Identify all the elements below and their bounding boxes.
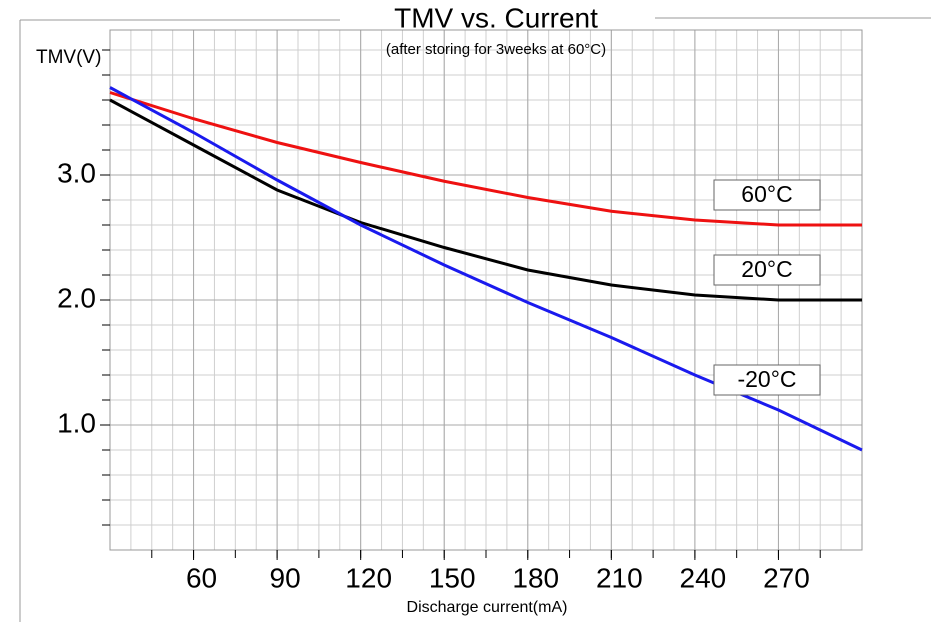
series-label-box (713, 364, 821, 396)
series-label-box (713, 254, 821, 286)
series-label: 20°C (741, 256, 792, 282)
series-line (109, 98, 862, 302)
grid (110, 30, 862, 550)
chart-title: TMV vs. Current (394, 2, 598, 33)
x-tick-label: 60 (186, 562, 217, 593)
y-tick-label: 3.0 (57, 157, 96, 188)
series-line (109, 91, 862, 227)
x-tick-label: 90 (270, 562, 301, 593)
chart-subtitle: (after storing for 3weeks at 60°C) (386, 41, 606, 58)
y-tick-label: 2.0 (57, 282, 96, 313)
series-label: 60°C (741, 181, 792, 207)
x-tick-label: 270 (763, 562, 810, 593)
x-tick-label: 120 (345, 562, 392, 593)
x-tick-label: 180 (512, 562, 559, 593)
y-axis-label: TMV(V) (36, 47, 101, 68)
series-label: -20°C (737, 366, 796, 392)
x-axis-label: Discharge current(mA) (407, 599, 568, 616)
x-tick-label: 150 (429, 562, 476, 593)
y-tick-label: 1.0 (57, 407, 96, 438)
x-tick-label: 240 (680, 562, 727, 593)
series-label-box (713, 179, 821, 211)
x-tick-label: 210 (596, 562, 643, 593)
